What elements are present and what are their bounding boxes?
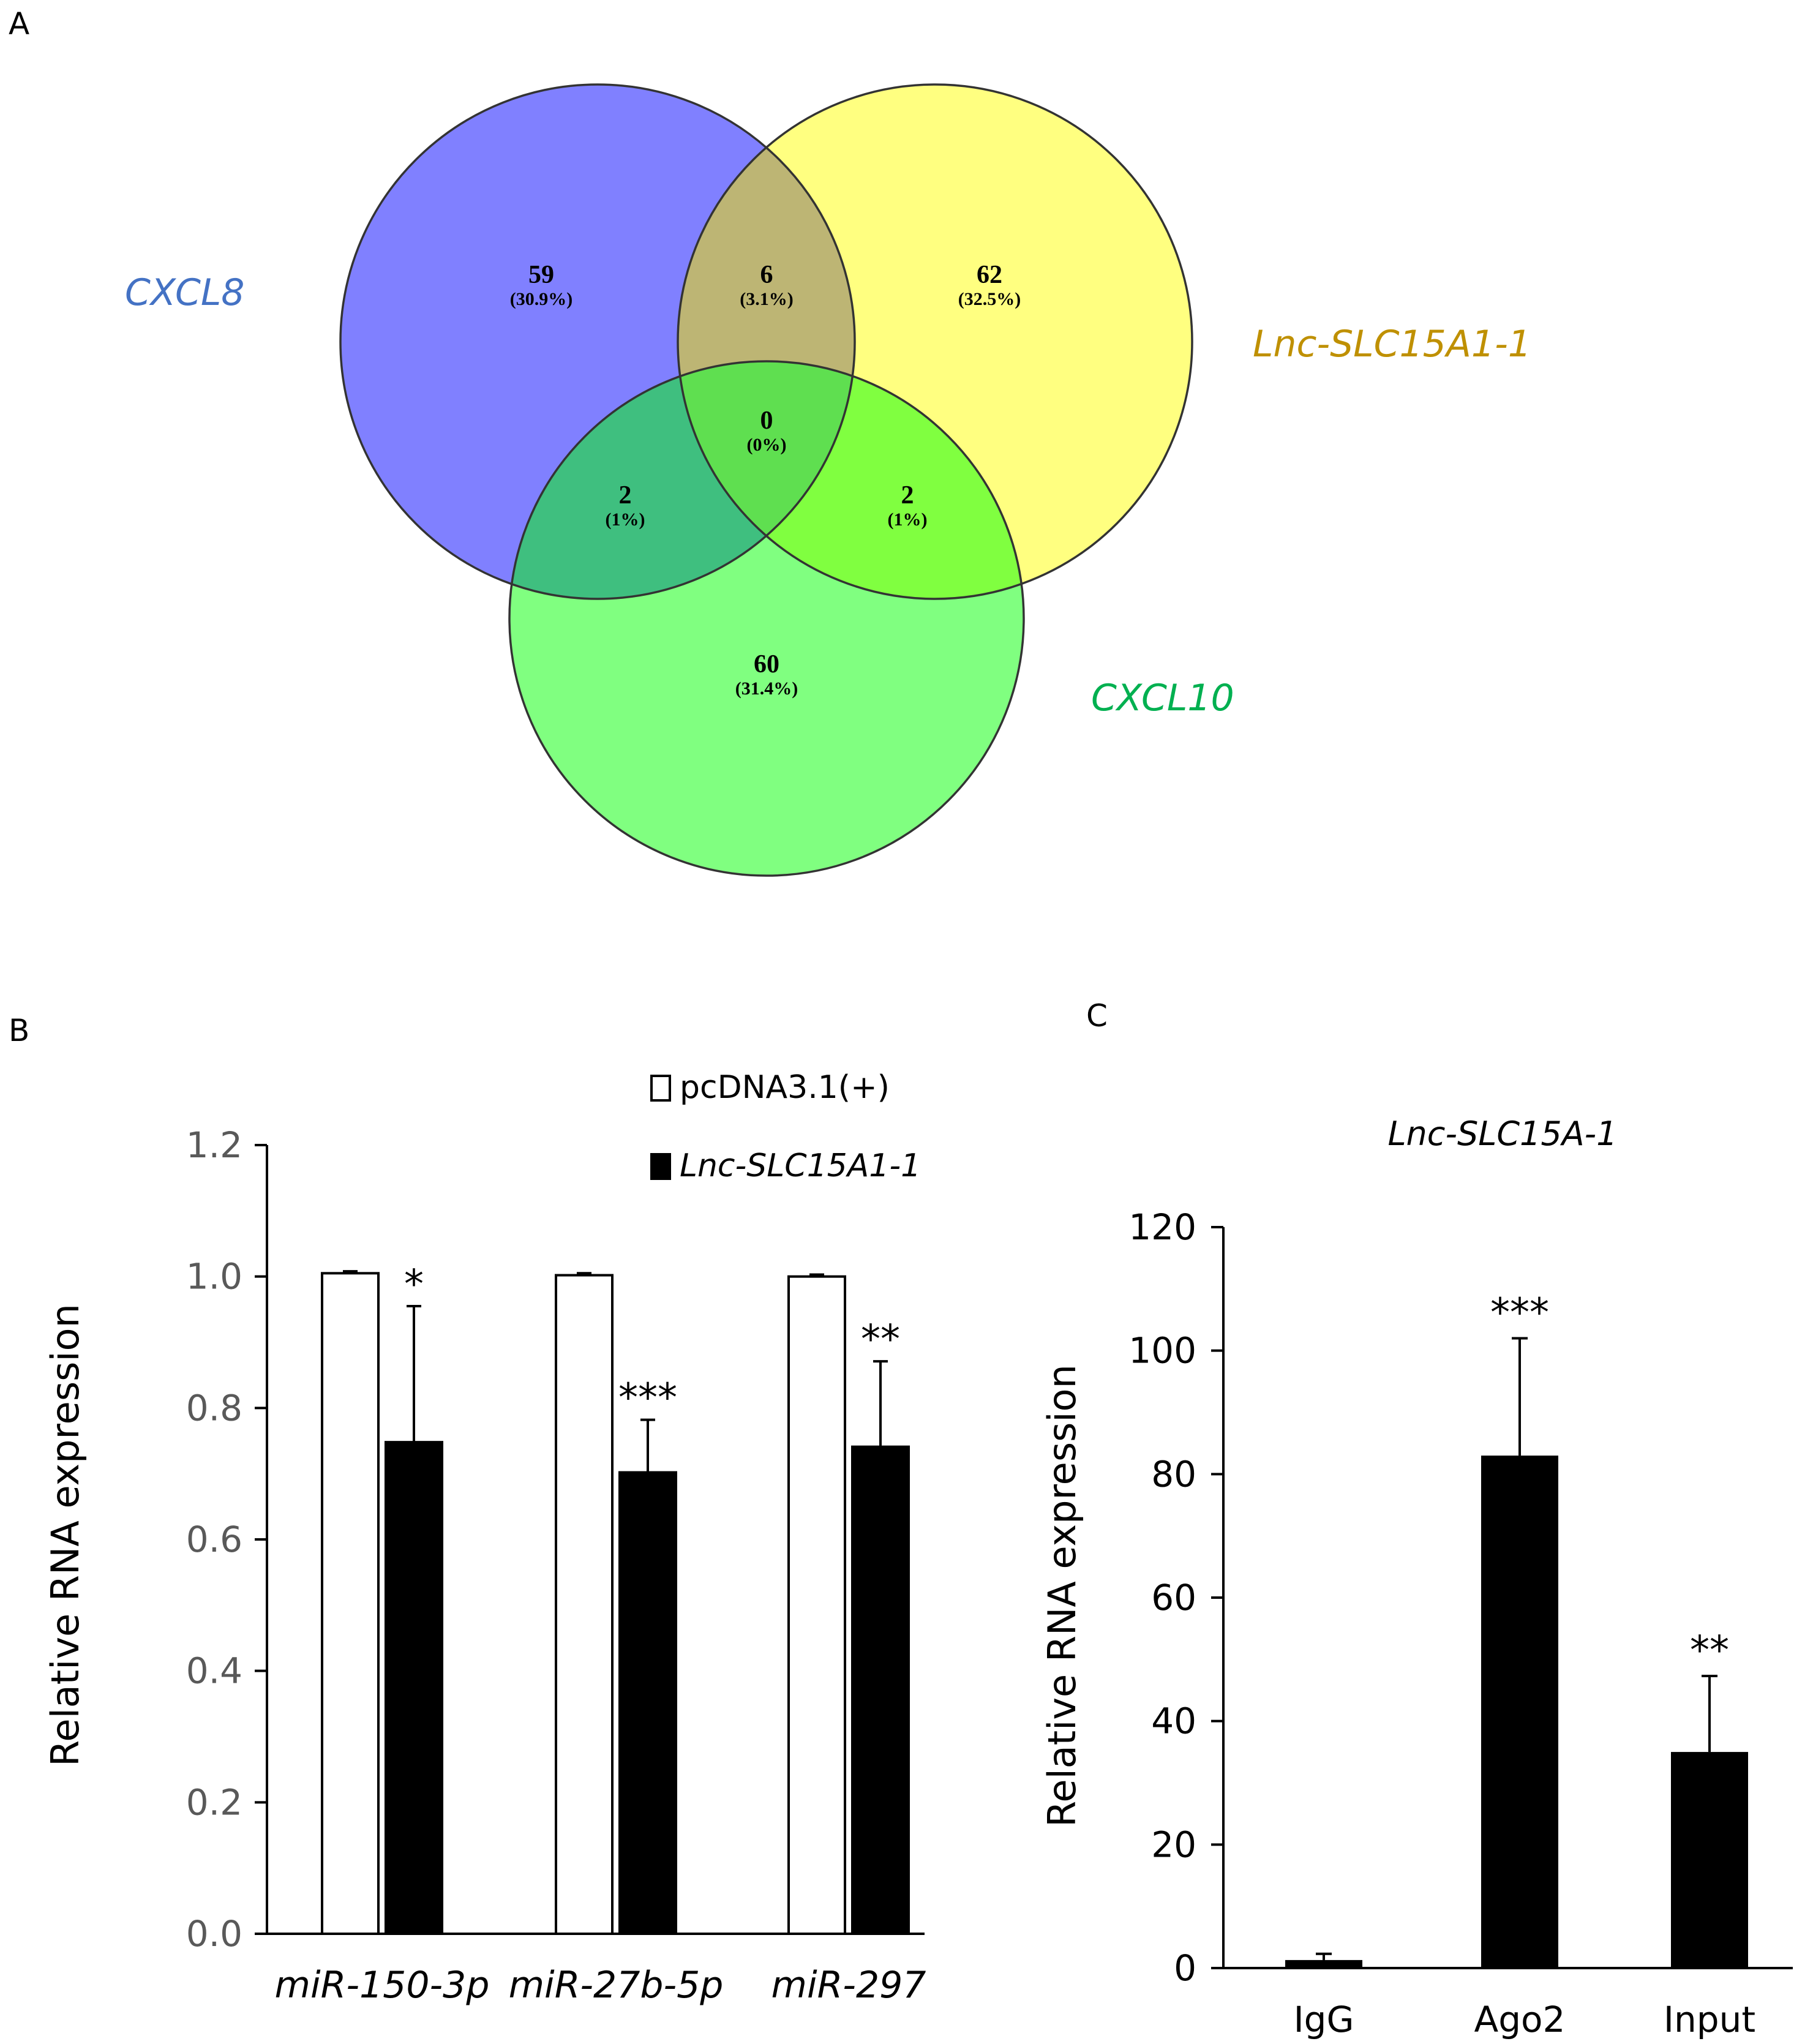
y-tick-label-c: 80 bbox=[1151, 1453, 1196, 1495]
panel-label-b: B bbox=[9, 1013, 30, 1048]
y-tick-label-c: 120 bbox=[1128, 1206, 1196, 1248]
bar-lnc bbox=[851, 1445, 910, 1935]
bar-lnc bbox=[385, 1441, 443, 1936]
venn-count-cxcl8-lnc: 6 bbox=[760, 261, 773, 289]
category-label-b: miR-27b-5p bbox=[509, 1964, 724, 2007]
y-axis-title-b: Relative RNA expression bbox=[43, 1304, 88, 1767]
chart-b: pcDNA3.1(+) Lnc-SLC15A1-1 Relative RNA e… bbox=[43, 1069, 926, 2007]
chart-title-c: Lnc-SLC15A-1 bbox=[1387, 1114, 1617, 1153]
legend-label-pcdna: pcDNA3.1(+) bbox=[680, 1069, 890, 1106]
significance-marker-c: ** bbox=[1690, 1628, 1729, 1674]
y-axis-title-c: Relative RNA expression bbox=[1040, 1364, 1084, 1827]
venn-percent-cxcl8-only: (30.9%) bbox=[510, 289, 572, 309]
panel-label-a: A bbox=[9, 6, 30, 42]
significance-marker-b: ** bbox=[861, 1317, 900, 1362]
category-label-c: IgG bbox=[1294, 1999, 1354, 2040]
y-tick-label-b: 1.2 bbox=[186, 1124, 242, 1166]
venn-count-lnc-cxcl10: 2 bbox=[901, 481, 914, 509]
bar-pcdna bbox=[321, 1272, 380, 1935]
y-tick-label-c: 20 bbox=[1151, 1824, 1196, 1865]
venn-percent-all-three: (0%) bbox=[747, 435, 787, 455]
y-tick-label-b: 0.8 bbox=[186, 1387, 242, 1429]
venn-percent-cxcl8-lnc: (3.1%) bbox=[740, 289, 793, 309]
category-label-b: miR-297 bbox=[771, 1964, 926, 2007]
bar-c bbox=[1285, 1959, 1362, 1968]
category-label-c: Ago2 bbox=[1474, 1999, 1566, 2040]
venn-set-label-cxcl8: CXCL8 bbox=[125, 271, 244, 314]
venn-count-cxcl8-cxcl10: 2 bbox=[619, 481, 632, 509]
y-tick-label-c: 100 bbox=[1128, 1330, 1196, 1372]
venn-percent-cxcl10-only: (31.4%) bbox=[735, 678, 798, 699]
panel-label-c: C bbox=[1086, 998, 1108, 1034]
venn-percent-cxcl8-cxcl10: (1%) bbox=[606, 509, 645, 530]
bar-c bbox=[1481, 1456, 1558, 1968]
y-tick-label-c: 0 bbox=[1174, 1947, 1196, 1989]
significance-marker-b: * bbox=[404, 1262, 424, 1307]
y-tick-label-c: 40 bbox=[1151, 1700, 1196, 1742]
bar-c bbox=[1671, 1752, 1748, 1968]
venn-count-cxcl10-only: 60 bbox=[754, 650, 779, 678]
bar-pcdna bbox=[787, 1275, 846, 1936]
category-label-b: miR-150-3p bbox=[275, 1964, 490, 2007]
legend-swatch-pcdna bbox=[650, 1075, 671, 1102]
category-label-c: Input bbox=[1664, 1999, 1755, 2040]
significance-marker-b: *** bbox=[618, 1376, 677, 1421]
chart-c: Lnc-SLC15A-1 Relative RNA expression 0 20… bbox=[1040, 1114, 1793, 2040]
y-tick-label-c: 60 bbox=[1151, 1577, 1196, 1618]
venn-diagram: 59 (30.9%) 6 (3.1%) 62 (32.5%) 0 (0%) 2 … bbox=[125, 83, 1531, 877]
venn-outline-cxcl10 bbox=[508, 360, 1025, 877]
venn-count-lnc-only: 62 bbox=[977, 261, 1002, 289]
legend-swatch-lnc bbox=[650, 1153, 671, 1180]
venn-region-lnc-cxcl10 bbox=[678, 361, 1024, 599]
venn-count-cxcl8-only: 59 bbox=[528, 261, 554, 289]
y-tick-label-b: 0.4 bbox=[186, 1650, 242, 1692]
bar-lnc bbox=[618, 1471, 677, 1935]
venn-outline-cxcl8 bbox=[339, 83, 856, 600]
significance-marker-c: *** bbox=[1490, 1291, 1549, 1336]
venn-count-all-three: 0 bbox=[760, 407, 773, 435]
venn-percent-lnc-cxcl10: (1%) bbox=[888, 509, 928, 530]
venn-percent-lnc-only: (32.5%) bbox=[958, 289, 1021, 309]
y-tick-label-b: 0.2 bbox=[186, 1781, 242, 1823]
venn-set-label-lnc-slc15a1-1: Lnc-SLC15A1-1 bbox=[1253, 323, 1531, 366]
bar-pcdna bbox=[555, 1274, 614, 1935]
legend-label-lnc: Lnc-SLC15A1-1 bbox=[680, 1148, 921, 1184]
venn-region-cxcl8-cxcl10 bbox=[509, 361, 855, 599]
y-tick-label-b: 0.0 bbox=[186, 1913, 242, 1955]
y-tick-label-b: 1.0 bbox=[186, 1256, 242, 1298]
venn-set-label-cxcl10: CXCL10 bbox=[1091, 677, 1234, 720]
y-tick-label-b: 0.6 bbox=[186, 1519, 242, 1560]
venn-outline-lnc-slc15a1-1 bbox=[677, 83, 1193, 600]
